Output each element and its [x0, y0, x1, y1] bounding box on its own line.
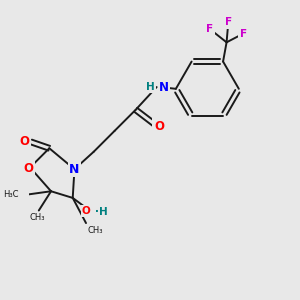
Text: O: O — [23, 162, 33, 176]
Text: F: F — [240, 28, 247, 39]
Text: F: F — [225, 17, 232, 27]
Text: H₃C: H₃C — [3, 190, 18, 199]
Text: N: N — [69, 163, 80, 176]
Text: CH₃: CH₃ — [88, 226, 103, 235]
Text: H: H — [146, 82, 155, 92]
Text: ·H: ·H — [95, 206, 108, 217]
Text: O: O — [20, 135, 30, 148]
Text: CH₃: CH₃ — [29, 213, 45, 222]
Text: O: O — [154, 120, 164, 133]
Text: O: O — [81, 206, 90, 216]
Text: F: F — [206, 24, 213, 34]
Text: N: N — [159, 81, 169, 94]
